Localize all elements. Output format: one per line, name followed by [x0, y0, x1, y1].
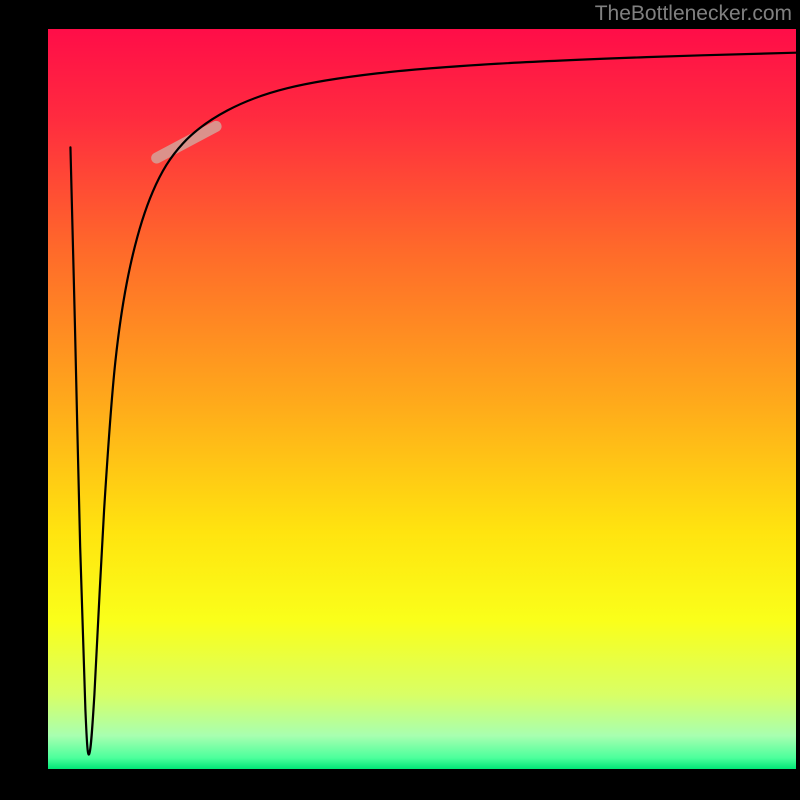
watermark-text: TheBottlenecker.com — [595, 2, 792, 26]
bottleneck-curve-chart — [0, 0, 800, 800]
plot-background — [48, 29, 796, 769]
chart-stage: TheBottlenecker.com — [0, 0, 800, 800]
